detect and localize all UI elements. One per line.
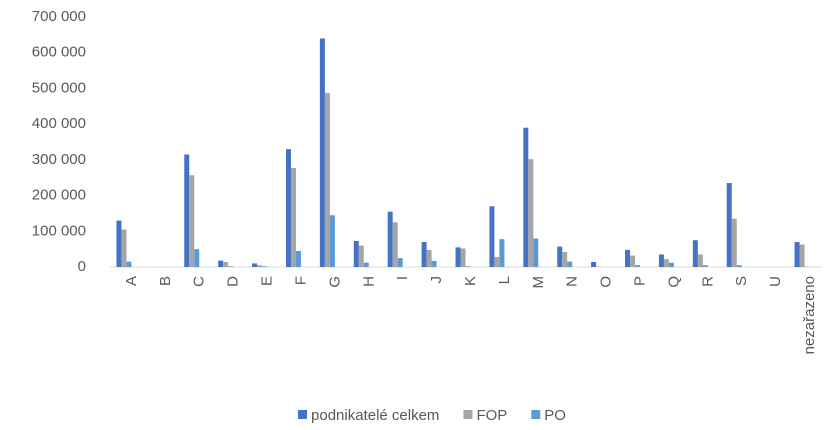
bar <box>324 93 330 267</box>
x-tick-label: L <box>496 276 513 284</box>
bar <box>358 245 364 267</box>
bar <box>726 183 732 267</box>
bar <box>285 149 291 267</box>
bar <box>228 266 234 267</box>
bar <box>126 261 132 267</box>
bar <box>392 222 398 267</box>
bar <box>702 265 708 267</box>
x-tick-label: H <box>360 276 377 287</box>
x-tick-label: E <box>259 276 276 286</box>
x-tick-label: J <box>428 276 445 284</box>
x-tick-label: P <box>631 276 648 286</box>
bar <box>363 262 369 267</box>
bar <box>116 220 122 267</box>
y-tick-label: 100 000 <box>32 222 86 239</box>
x-tick-label: U <box>767 276 784 287</box>
x-tick-label: D <box>225 276 242 287</box>
bar <box>426 249 432 267</box>
bar <box>189 175 195 267</box>
bar <box>562 252 568 267</box>
legend-swatch <box>463 410 473 419</box>
x-tick-label: N <box>564 276 581 287</box>
bar <box>567 261 573 267</box>
bar <box>397 258 403 267</box>
x-tick-label: F <box>292 276 309 285</box>
bar <box>295 250 301 267</box>
bar <box>194 249 200 267</box>
bar <box>658 254 664 267</box>
bar <box>121 229 127 267</box>
bar <box>218 260 224 267</box>
y-tick-label: 400 000 <box>32 115 86 132</box>
x-tick-label: K <box>462 276 479 286</box>
bar <box>799 244 805 267</box>
legend-label: FOP <box>476 407 507 424</box>
bar <box>494 257 500 267</box>
bar <box>460 248 466 267</box>
x-tick-label: O <box>598 276 615 288</box>
bar <box>663 259 669 267</box>
bar <box>736 265 742 267</box>
bar <box>625 249 631 267</box>
bar <box>591 262 597 267</box>
bar <box>262 266 268 267</box>
bar <box>523 127 529 267</box>
bar <box>528 159 534 267</box>
bar <box>290 168 296 267</box>
y-tick-label: 500 000 <box>32 79 86 96</box>
bar <box>489 206 495 267</box>
bar <box>557 246 563 267</box>
legend-label: PO <box>544 407 566 424</box>
bar <box>431 260 437 267</box>
x-tick-label: R <box>699 276 716 287</box>
x-tick-label: G <box>326 276 343 288</box>
x-tick-label: S <box>733 276 750 286</box>
bar <box>635 265 641 267</box>
bar <box>329 215 335 267</box>
bar <box>319 38 325 267</box>
x-tick-label: A <box>123 276 140 286</box>
y-tick-label: 200 000 <box>32 187 86 204</box>
bar <box>697 254 703 267</box>
x-tick-label: I <box>394 276 411 280</box>
bar <box>353 240 359 267</box>
x-tick-label: Q <box>665 276 682 288</box>
bar <box>499 239 505 267</box>
x-tick-label: nezařazeno <box>801 276 818 354</box>
legend-label: podnikatelé celkem <box>311 407 439 424</box>
bar <box>692 240 698 267</box>
x-tick-label: B <box>157 276 174 286</box>
bar <box>252 263 258 267</box>
bar <box>794 242 800 267</box>
y-tick-label: 300 000 <box>32 151 86 168</box>
bar <box>223 262 229 267</box>
bar <box>533 238 539 267</box>
bar <box>421 242 427 267</box>
bar <box>668 262 674 267</box>
y-tick-label: 0 <box>78 258 86 275</box>
bar <box>465 266 471 267</box>
y-tick-label: 700 000 <box>32 8 86 25</box>
legend-swatch <box>531 410 541 419</box>
legend-swatch <box>298 410 308 419</box>
bar <box>731 218 737 267</box>
x-tick-label: C <box>191 276 208 287</box>
bar <box>184 154 190 267</box>
bar <box>630 255 636 267</box>
x-tick-label: M <box>530 276 547 289</box>
y-tick-label: 600 000 <box>32 44 86 61</box>
bar <box>455 247 461 267</box>
bar <box>257 265 263 267</box>
bar <box>387 211 393 267</box>
